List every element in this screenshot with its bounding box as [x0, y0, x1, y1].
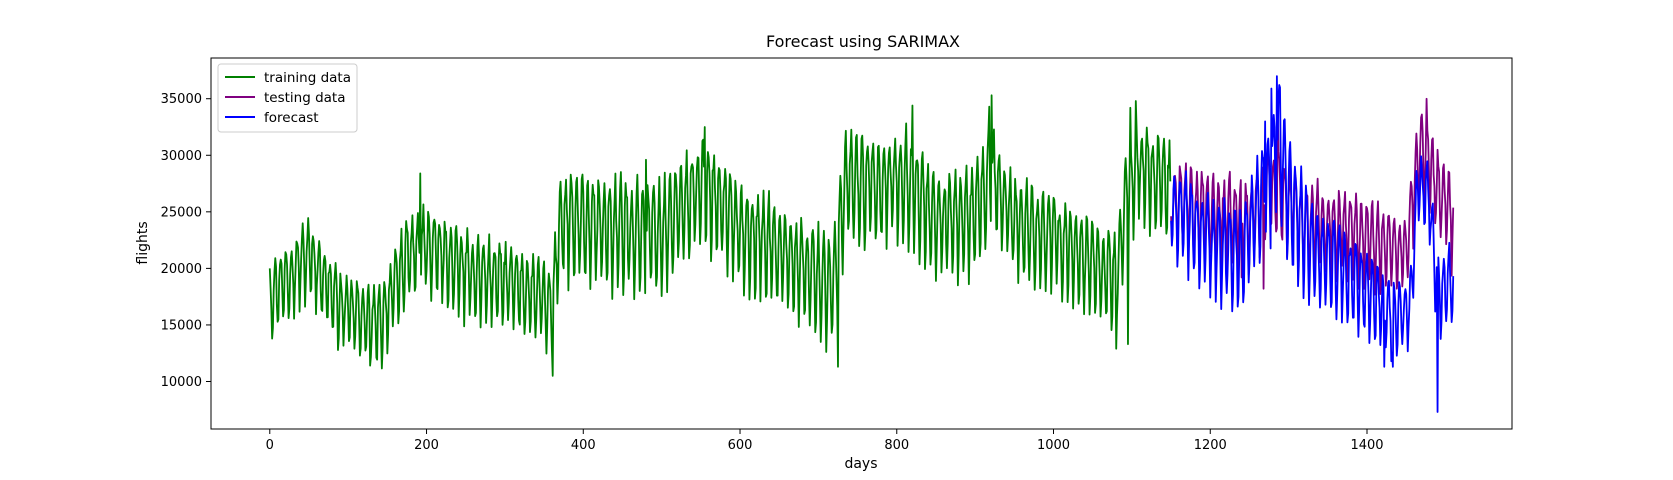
- y-tick-label: 25000: [161, 205, 202, 220]
- x-tick-label: 1400: [1350, 438, 1383, 453]
- legend: training data testing data forecast: [217, 63, 358, 133]
- x-axis: 0 200 400 600 800 1000 1200 1400: [266, 429, 1384, 453]
- plot-frame: [210, 57, 1513, 430]
- legend-box: [217, 63, 358, 133]
- x-tick-label: 800: [884, 438, 909, 453]
- x-tick-label: 1000: [1037, 438, 1070, 453]
- series-line-testing-data: [1170, 97, 1455, 296]
- y-tick-label: 15000: [161, 318, 202, 333]
- legend-label: forecast: [264, 110, 319, 126]
- y-axis-label: flights: [135, 221, 151, 264]
- y-tick-label: 20000: [161, 262, 202, 277]
- y-axis: 10000 15000 20000 25000 30000 35000: [161, 92, 211, 390]
- chart-title: Forecast using SARIMAX: [766, 32, 960, 51]
- x-tick-label: 1200: [1194, 438, 1227, 453]
- x-tick-label: 400: [571, 438, 596, 453]
- x-tick-label: 200: [414, 438, 439, 453]
- series-layer: [268, 75, 1455, 413]
- x-tick-label: 600: [728, 438, 753, 453]
- plot-area: [210, 57, 1513, 430]
- series-line-training-data: [268, 94, 1172, 377]
- legend-label: training data: [264, 70, 351, 86]
- series-line-forecast: [1170, 75, 1455, 413]
- legend-label: testing data: [264, 90, 346, 106]
- y-tick-label: 30000: [161, 149, 202, 164]
- y-tick-label: 10000: [161, 375, 202, 390]
- y-tick-label: 35000: [161, 92, 202, 107]
- x-axis-label: days: [844, 456, 877, 472]
- x-tick-label: 0: [266, 438, 274, 453]
